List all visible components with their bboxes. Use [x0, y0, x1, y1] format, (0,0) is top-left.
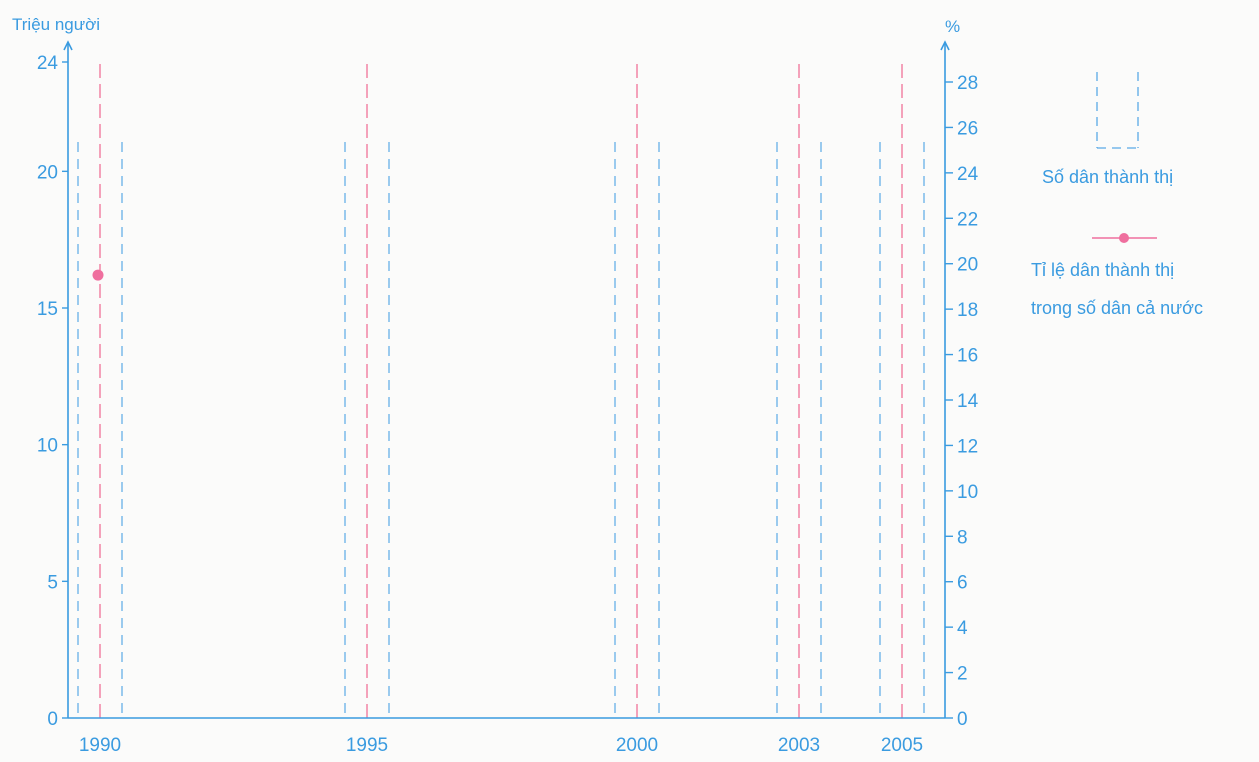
right-tick-label: 0 [957, 709, 968, 730]
x-tick-label: 1995 [346, 735, 388, 756]
legend-bar-label: Số dân thành thị [1042, 167, 1173, 187]
legend-line-label-1: Tỉ lệ dân thành thị [1031, 260, 1174, 280]
x-tick-label: 2000 [616, 735, 658, 756]
left-axis-label: Triệu người [12, 15, 100, 34]
left-tick-label: 24 [37, 53, 59, 74]
x-tick-label: 2003 [778, 735, 820, 756]
right-tick-label: 6 [957, 573, 968, 594]
column-guides [77, 64, 925, 718]
left-tick-label: 20 [37, 162, 58, 183]
right-axis-label: % [945, 17, 960, 36]
axes [63, 40, 950, 719]
right-axis-arrow [940, 40, 950, 51]
right-tick-label: 18 [957, 300, 978, 321]
line-point [92, 269, 104, 281]
x-tick-label: 1990 [79, 735, 121, 756]
right-tick-label: 26 [957, 118, 978, 139]
right-tick-label: 20 [957, 255, 978, 276]
left-axis-ticks: 0 5 10 15 20 24 [37, 53, 68, 730]
left-tick-label: 5 [47, 572, 58, 593]
right-tick-label: 2 [957, 664, 968, 685]
legend: Số dân thành thị Tỉ lệ dân thành thị tro… [1031, 72, 1203, 318]
legend-line-label-2: trong số dân cả nước [1031, 298, 1203, 318]
right-tick-label: 28 [957, 73, 978, 94]
right-tick-label: 14 [957, 391, 979, 412]
right-tick-label: 24 [957, 164, 979, 185]
right-tick-label: 16 [957, 346, 978, 367]
x-tick-label: 2005 [881, 735, 923, 756]
right-tick-label: 12 [957, 436, 978, 457]
x-axis-labels: 1990 1995 2000 2003 2005 [79, 735, 923, 756]
right-tick-label: 22 [957, 209, 978, 230]
legend-line-marker [1119, 233, 1129, 243]
left-tick-label: 10 [37, 436, 58, 457]
left-tick-label: 15 [37, 299, 58, 320]
left-tick-label: 0 [47, 709, 58, 730]
right-tick-label: 4 [957, 618, 968, 639]
right-tick-label: 8 [957, 527, 968, 548]
right-tick-label: 10 [957, 482, 978, 503]
left-axis-arrow [63, 40, 73, 51]
line-series-points [92, 269, 104, 281]
